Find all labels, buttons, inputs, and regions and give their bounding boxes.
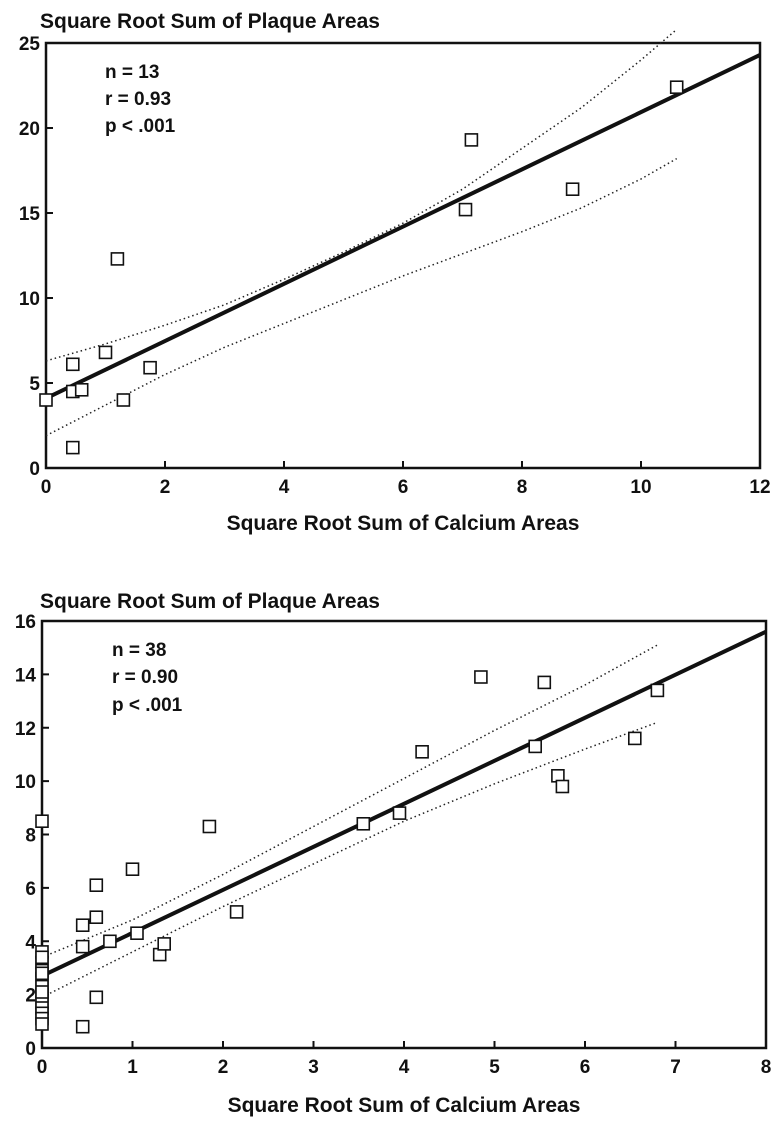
chart-top-point-8	[143, 360, 157, 375]
chart-bottom-stat-r: r = 0.90	[112, 667, 178, 688]
chart-top-point-12	[669, 80, 684, 94]
chart-top-point-11	[565, 182, 580, 196]
chart-top-stat-r: r = 0.93	[105, 89, 171, 110]
chart-top-ytick-label-2: 10	[19, 289, 40, 310]
chart-bottom-xtick-label-1: 1	[127, 1057, 138, 1078]
chart-bottom-ytick-label-8: 16	[15, 612, 36, 633]
chart-top-confidence-upper	[45, 28, 678, 362]
chart-bottom-point-19	[125, 862, 140, 877]
chart-bottom-xtick-label-5: 5	[489, 1057, 500, 1078]
chart-bottom-ytick-label-1: 2	[25, 986, 36, 1007]
chart-top-ytick-label-4: 20	[19, 119, 40, 140]
chart-bottom-xtick-label-6: 6	[580, 1057, 591, 1078]
chart-bottom-point-36	[35, 966, 49, 981]
chart-top: Square Root Sum of Plaque Areas n = 13 r…	[19, 10, 771, 535]
chart-top-xtick-label-6: 12	[749, 477, 770, 498]
chart-top-point-5	[98, 345, 113, 360]
chart-top-stats: n = 13 r = 0.93 p < .001	[105, 62, 176, 137]
chart-bottom-point-0	[35, 814, 49, 829]
chart-bottom-point-29	[528, 739, 543, 754]
chart-top-xlabel: Square Root Sum of Calcium Areas	[227, 512, 580, 535]
chart-top-stat-p: p < .001	[105, 116, 176, 137]
chart-top-xtick-label-4: 8	[517, 477, 528, 498]
chart-bottom-point-23	[202, 819, 217, 834]
chart-bottom-point-26	[392, 806, 407, 820]
chart-bottom-point-16	[89, 910, 104, 925]
chart-bottom-xtick-label-2: 2	[218, 1057, 229, 1078]
chart-bottom-point-20	[130, 926, 144, 941]
chart-bottom-point-17	[89, 878, 104, 893]
chart-top-point-10	[464, 133, 479, 147]
chart-bottom-point-11	[35, 1017, 49, 1031]
chart-bottom-ytick-label-5: 10	[15, 772, 36, 793]
chart-bottom-point-24	[229, 905, 244, 919]
chart-bottom-xtick-label-0: 0	[37, 1057, 48, 1078]
chart-bottom-point-32	[555, 779, 570, 794]
chart-top-ytick-label-3: 15	[19, 204, 41, 225]
chart-top-ytick-label-1: 5	[29, 374, 40, 395]
chart-bottom-ytick-label-6: 12	[15, 719, 36, 740]
chart-top-confidence-lower	[45, 157, 678, 437]
chart-bottom-ytick-label-3: 6	[25, 879, 36, 900]
chart-bottom-stats: n = 38 r = 0.90 p < .001	[112, 640, 183, 716]
chart-bottom-point-15	[89, 990, 104, 1005]
chart-top-point-7	[116, 393, 131, 407]
chart-top-stat-n: n = 13	[105, 62, 159, 83]
chart-top-xtick-label-2: 4	[279, 477, 290, 498]
chart-bottom-confidence-upper	[41, 644, 658, 958]
chart-bottom-point-13	[75, 939, 90, 954]
chart-bottom-ylabel: Square Root Sum of Plaque Areas	[40, 590, 380, 613]
chart-top-xtick-label-0: 0	[41, 477, 52, 498]
chart-bottom-ytick-label-2: 4	[25, 932, 36, 953]
chart-bottom-xtick-label-3: 3	[308, 1057, 319, 1078]
chart-bottom-stat-n: n = 38	[112, 640, 166, 661]
chart-bottom-xtick-label-7: 7	[670, 1057, 681, 1078]
chart-top-xtick-label-3: 6	[398, 477, 409, 498]
chart-bottom: Square Root Sum of Plaque Areas n = 38 r…	[15, 590, 771, 1117]
chart-bottom-point-14	[75, 918, 90, 933]
chart-top-regression-line	[45, 53, 761, 401]
chart-bottom-point-30	[537, 675, 552, 690]
chart-top-point-3	[66, 440, 80, 455]
chart-bottom-point-22	[157, 937, 171, 951]
chart-bottom-point-34	[650, 683, 665, 698]
chart-top-xtick-label-5: 10	[630, 477, 651, 498]
chart-top-ylabel: Square Root Sum of Plaque Areas	[40, 10, 380, 33]
chart-bottom-point-27	[415, 744, 429, 759]
chart-bottom-xtick-label-8: 8	[761, 1057, 772, 1078]
chart-bottom-point-18	[103, 934, 117, 949]
chart-bottom-regression-line	[41, 629, 767, 978]
chart-bottom-point-35	[35, 950, 49, 965]
chart-bottom-point-28	[474, 670, 488, 684]
chart-bottom-point-33	[627, 731, 642, 746]
chart-bottom-xlabel: Square Root Sum of Calcium Areas	[228, 1094, 581, 1117]
chart-top-point-0	[39, 393, 53, 407]
chart-top-marks: 0 2 4 6 8 10 12 0 5 10 15 20 25	[19, 28, 771, 498]
chart-top-point-4	[74, 382, 89, 397]
chart-top-ytick-label-5: 25	[19, 34, 41, 55]
chart-bottom-point-25	[356, 816, 371, 831]
chart-top-point-9	[458, 202, 473, 217]
chart-top-xtick-label-1: 2	[160, 477, 171, 498]
chart-bottom-ytick-label-7: 14	[15, 665, 37, 686]
chart-top-ytick-label-0: 0	[29, 459, 40, 480]
chart-bottom-point-37	[35, 985, 49, 999]
chart-bottom-point-12	[75, 1019, 90, 1034]
chart-bottom-ytick-label-0: 0	[25, 1039, 36, 1060]
chart-bottom-ytick-label-4: 8	[25, 826, 36, 847]
chart-top-point-1	[66, 357, 80, 372]
chart-bottom-stat-p: p < .001	[112, 695, 183, 716]
chart-bottom-xtick-label-4: 4	[399, 1057, 410, 1078]
chart-top-point-6	[110, 252, 125, 266]
chart-bottom-confidence-lower	[41, 721, 658, 998]
